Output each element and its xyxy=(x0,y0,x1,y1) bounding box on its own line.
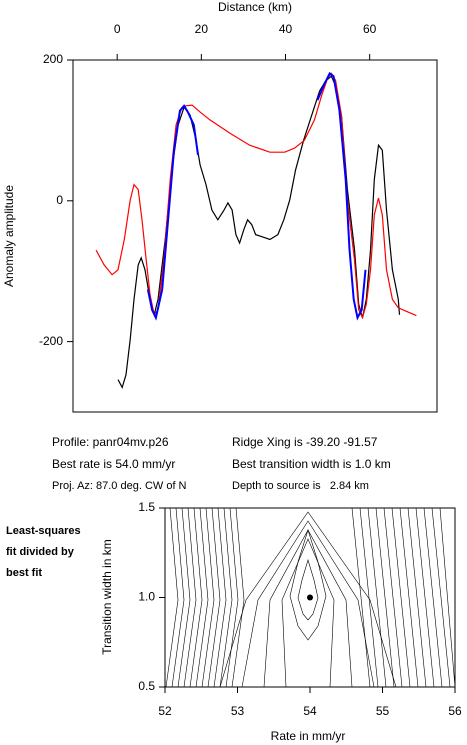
profile-line xyxy=(146,71,367,321)
contour xyxy=(383,507,403,688)
panel-title: fit divided by xyxy=(6,546,75,558)
y-tick-label: 1.5 xyxy=(138,500,155,514)
y-tick-label: 200 xyxy=(43,52,63,66)
x-tick-label: 56 xyxy=(448,704,462,718)
contour xyxy=(415,507,435,688)
x-tick-label: 0 xyxy=(114,22,121,36)
info-text: Ridge Xing is -39.20 -91.57 xyxy=(232,435,378,449)
contour xyxy=(439,507,456,688)
x-tick-label: 60 xyxy=(363,22,377,36)
info-text: Depth to source is 2.84 km xyxy=(232,480,369,492)
panel-title: Least-squares xyxy=(6,525,81,537)
x-tick-label: 53 xyxy=(231,704,245,718)
contour xyxy=(219,511,397,688)
x-axis-label: Rate in mm/yr xyxy=(271,729,346,743)
y-tick-label: 1.0 xyxy=(138,590,155,604)
contour xyxy=(391,507,411,688)
contour xyxy=(213,507,227,688)
contour xyxy=(177,507,191,688)
x-tick-label: 20 xyxy=(195,22,209,36)
contour xyxy=(297,558,319,621)
contour xyxy=(289,528,327,641)
contour xyxy=(431,507,451,688)
contour-lines xyxy=(165,507,456,688)
contour xyxy=(407,507,427,688)
y-tick-label: -200 xyxy=(39,334,63,348)
y-tick-label: 0.5 xyxy=(138,679,155,693)
profile-line xyxy=(95,72,417,320)
contour xyxy=(201,507,215,688)
info-text: Best transition width is 1.0 km xyxy=(232,457,391,471)
y-axis-label: Transition width in km xyxy=(100,539,114,655)
y-tick-label: 0 xyxy=(56,193,63,207)
x-tick-label: 40 xyxy=(279,22,293,36)
x-tick-label: 52 xyxy=(158,704,172,718)
contour xyxy=(183,507,197,688)
contour xyxy=(231,507,245,688)
x-axis-label: Distance (km) xyxy=(218,0,292,14)
contour xyxy=(359,507,379,688)
x-tick-label: 55 xyxy=(376,704,390,718)
contour xyxy=(423,507,443,688)
contour xyxy=(195,507,209,688)
contour xyxy=(367,507,387,688)
best-fit-point xyxy=(307,594,313,601)
contour xyxy=(241,520,375,688)
contour xyxy=(171,507,185,688)
profile-line xyxy=(117,75,401,389)
info-text: Profile: panr04mv.p26 xyxy=(52,435,169,449)
contour xyxy=(225,507,239,688)
contour xyxy=(219,507,233,688)
contour xyxy=(351,507,371,688)
y-axis-label: Anomaly amplitude xyxy=(2,185,16,287)
contour xyxy=(207,507,221,688)
x-tick-label: 54 xyxy=(303,704,317,718)
info-text: Best rate is 54.0 mm/yr xyxy=(52,457,175,471)
contour xyxy=(375,507,395,688)
contour xyxy=(165,507,179,688)
contour xyxy=(281,538,335,688)
contour xyxy=(399,507,419,688)
panel-title: best fit xyxy=(6,567,42,579)
info-text: Proj. Az: 87.0 deg. CW of N xyxy=(52,480,187,492)
contour xyxy=(189,507,203,688)
contour xyxy=(263,529,353,688)
top-frame xyxy=(72,59,438,413)
